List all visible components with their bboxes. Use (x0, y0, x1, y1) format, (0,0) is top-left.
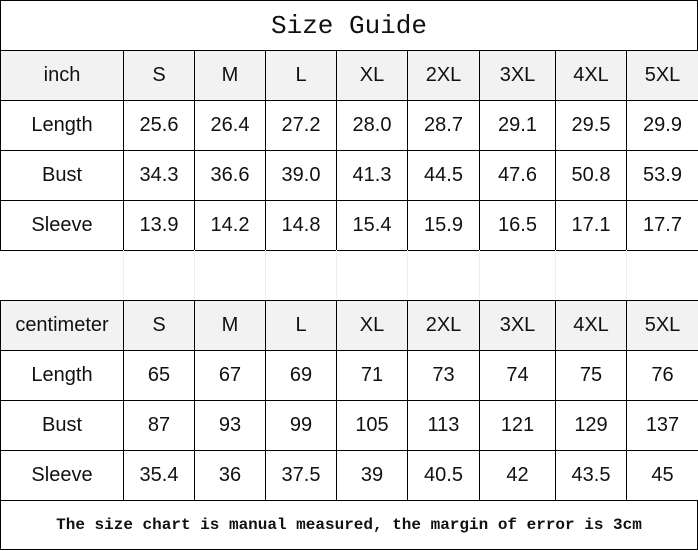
measurement-value: 15.4 (336, 200, 408, 251)
measurement-value: 53.9 (626, 150, 698, 201)
measurement-label: Sleeve (0, 200, 124, 251)
size-header: M (194, 300, 266, 351)
measurement-value: 17.1 (555, 200, 627, 251)
gridline (407, 250, 408, 300)
measurement-value: 41.3 (336, 150, 408, 201)
table-row: Bust 87 93 99 105 113 121 129 137 (0, 400, 698, 451)
size-header: L (265, 300, 337, 351)
table-row: Length 25.6 26.4 27.2 28.0 28.7 29.1 29.5 29.9 (0, 100, 698, 151)
table-row: Sleeve 35.4 36 37.5 39 40.5 42 43.5 45 (0, 450, 698, 501)
measurement-value: 50.8 (555, 150, 627, 201)
measurement-value: 42 (479, 450, 556, 501)
size-header: S (123, 50, 195, 101)
measurement-value: 105 (336, 400, 408, 451)
measurement-value: 129 (555, 400, 627, 451)
measurement-value: 17.7 (626, 200, 698, 251)
measurement-value: 71 (336, 350, 408, 401)
measurement-value: 26.4 (194, 100, 266, 151)
measurement-value: 36.6 (194, 150, 266, 201)
size-header: S (123, 300, 195, 351)
measurement-value: 28.7 (407, 100, 480, 151)
gridline (336, 250, 337, 300)
measurement-value: 25.6 (123, 100, 195, 151)
measurement-label: Bust (0, 150, 124, 201)
measurement-value: 65 (123, 350, 195, 401)
size-header: 2XL (407, 300, 480, 351)
measurement-value: 40.5 (407, 450, 480, 501)
measurement-value: 39 (336, 450, 408, 501)
gridline (626, 250, 627, 300)
spacer-row (0, 250, 698, 300)
footer-note: The size chart is manual measured, the m… (0, 500, 698, 550)
measurement-value: 37.5 (265, 450, 337, 501)
measurement-value: 15.9 (407, 200, 480, 251)
table-row: Length 65 67 69 71 73 74 75 76 (0, 350, 698, 401)
measurement-value: 43.5 (555, 450, 627, 501)
measurement-value: 137 (626, 400, 698, 451)
page-title: Size Guide (0, 0, 698, 50)
size-header: 3XL (479, 300, 556, 351)
size-header: 4XL (555, 300, 627, 351)
measurement-value: 29.5 (555, 100, 627, 151)
size-header: XL (336, 50, 408, 101)
measurement-label: Length (0, 100, 124, 151)
size-header: M (194, 50, 266, 101)
measurement-value: 29.1 (479, 100, 556, 151)
header-row: inch S M L XL 2XL 3XL 4XL 5XL (0, 50, 698, 101)
measurement-value: 34.3 (123, 150, 195, 201)
gridline (555, 250, 556, 300)
size-header: 3XL (479, 50, 556, 101)
size-header: 4XL (555, 50, 627, 101)
gridline (479, 250, 480, 300)
measurement-value: 13.9 (123, 200, 195, 251)
measurement-value: 99 (265, 400, 337, 451)
measurement-value: 67 (194, 350, 266, 401)
measurement-value: 44.5 (407, 150, 480, 201)
size-header: 5XL (626, 300, 698, 351)
measurement-value: 45 (626, 450, 698, 501)
measurement-value: 14.8 (265, 200, 337, 251)
measurement-value: 39.0 (265, 150, 337, 201)
centimeter-table: centimeter S M L XL 2XL 3XL 4XL 5XL Length 65 67 69 7… (0, 300, 698, 501)
measurement-value: 35.4 (123, 450, 195, 501)
table-row: Sleeve 13.9 14.2 14.8 15.4 15.9 16.5 17.1 17.7 (0, 200, 698, 251)
size-header: XL (336, 300, 408, 351)
gridline (194, 250, 195, 300)
measurement-label: Bust (0, 400, 124, 451)
measurement-label: Length (0, 350, 124, 401)
unit-label: inch (0, 50, 124, 101)
gridline (265, 250, 266, 300)
table-row: Bust 34.3 36.6 39.0 41.3 44.5 47.6 50.8 53.9 (0, 150, 698, 201)
measurement-value: 87 (123, 400, 195, 451)
measurement-value: 73 (407, 350, 480, 401)
measurement-value: 16.5 (479, 200, 556, 251)
measurement-value: 74 (479, 350, 556, 401)
measurement-value: 113 (407, 400, 480, 451)
gridline (123, 250, 124, 300)
size-header: L (265, 50, 337, 101)
measurement-value: 28.0 (336, 100, 408, 151)
measurement-value: 75 (555, 350, 627, 401)
size-header: 5XL (626, 50, 698, 101)
measurement-value: 121 (479, 400, 556, 451)
measurement-value: 76 (626, 350, 698, 401)
measurement-value: 47.6 (479, 150, 556, 201)
measurement-value: 69 (265, 350, 337, 401)
measurement-value: 14.2 (194, 200, 266, 251)
unit-label: centimeter (0, 300, 124, 351)
inch-table: inch S M L XL 2XL 3XL 4XL 5XL Length 25.6 26.4 27.2 2… (0, 50, 698, 251)
measurement-value: 93 (194, 400, 266, 451)
measurement-value: 27.2 (265, 100, 337, 151)
measurement-label: Sleeve (0, 450, 124, 501)
size-header: 2XL (407, 50, 480, 101)
header-row: centimeter S M L XL 2XL 3XL 4XL 5XL (0, 300, 698, 351)
measurement-value: 36 (194, 450, 266, 501)
measurement-value: 29.9 (626, 100, 698, 151)
